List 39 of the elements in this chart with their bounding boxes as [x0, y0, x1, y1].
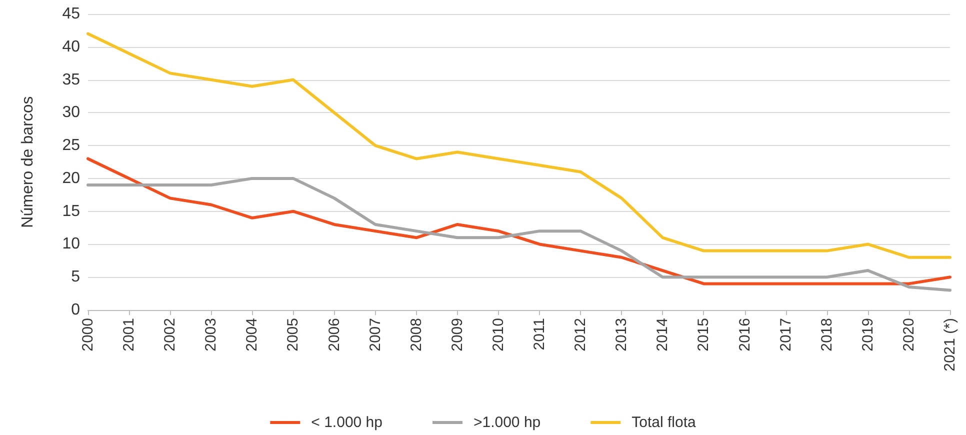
x-tick-label: 2008	[408, 318, 425, 352]
x-tick-label: 2011	[531, 318, 548, 350]
x-tick-label: 2012	[572, 318, 590, 352]
legend-label: Total flota	[632, 414, 696, 431]
legend-label: >1.000 hp	[473, 414, 541, 431]
y-tick-label: 10	[62, 236, 80, 253]
y-tick-label: 25	[62, 137, 80, 154]
x-tick-label: 2020	[900, 318, 918, 352]
x-tick-label: 2021 (*)	[942, 318, 958, 372]
x-tick-label: 2019	[859, 318, 876, 352]
x-tick-label: 2010	[490, 318, 507, 352]
y-axis-title: Número de barcos	[20, 96, 36, 228]
x-tick-label: 2018	[818, 318, 836, 352]
y-tick-label: 15	[62, 202, 80, 220]
x-tick-label: 2017	[777, 318, 794, 352]
x-tick-label: 2013	[613, 318, 630, 352]
x-tick-label: 2000	[80, 318, 96, 352]
line-series	[86, 157, 952, 286]
x-tick-label: 2016	[736, 318, 754, 352]
y-tick-label: 30	[62, 104, 80, 122]
y-tick-label: 45	[62, 6, 80, 22]
y-tick-label: 35	[62, 71, 80, 88]
line-series	[86, 176, 952, 292]
y-tick-label: 0	[71, 302, 80, 318]
line-series	[86, 32, 952, 259]
x-tick-label: 2002	[162, 318, 179, 352]
x-tick-label: 2001	[120, 318, 138, 352]
y-tick-label: 40	[62, 38, 80, 56]
x-tick-label: 2007	[366, 318, 384, 352]
x-tick-label: 2009	[448, 318, 466, 352]
x-tick-label: 2005	[284, 318, 302, 352]
y-tick-label: 5	[71, 268, 80, 286]
x-tick-label: 2014	[654, 318, 672, 352]
y-tick-label: 20	[62, 170, 80, 187]
x-tick-label: 2003	[202, 318, 220, 352]
x-tick-label: 2004	[244, 318, 261, 352]
x-tick-label: 2006	[326, 318, 343, 352]
x-tick-label: 2015	[695, 318, 712, 352]
legend-label: < 1.000 hp	[311, 414, 382, 431]
